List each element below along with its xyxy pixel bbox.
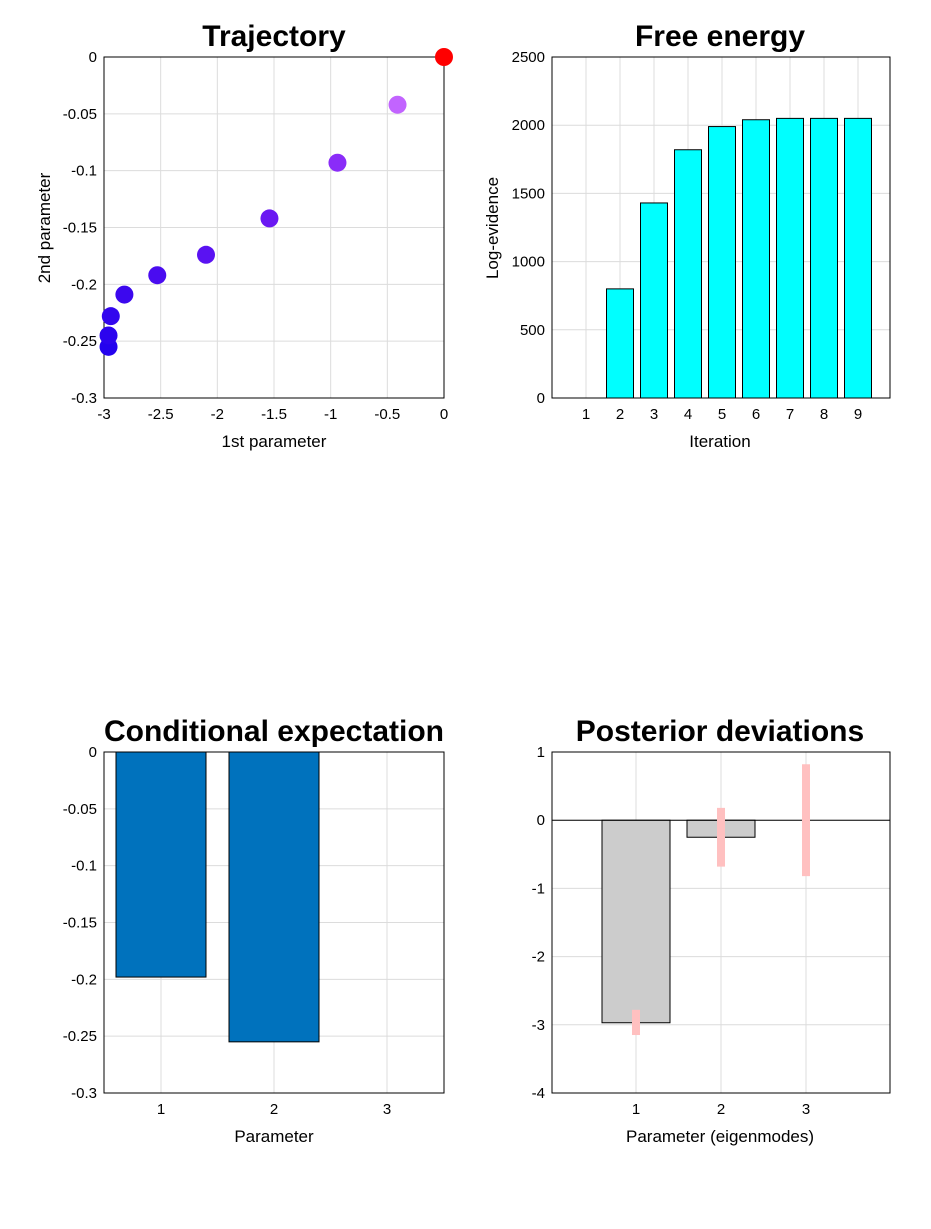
conditional-expectation-ytick-label: -0.05 [63, 801, 97, 818]
free-energy-bar [742, 119, 770, 399]
conditional-expectation-panel: Conditional expectation Parameter 1 2 3 -0.… [63, 715, 445, 1146]
trajectory-ytick-label: -0.1 [71, 163, 97, 180]
free-energy-xtick-label: 9 [854, 406, 862, 423]
trajectory-ytick-label: -0.05 [63, 106, 97, 123]
conditional-expectation-ytick-label: -0.25 [63, 1028, 97, 1045]
posterior-deviations-title: Posterior deviations [576, 715, 864, 748]
trajectory-point [388, 95, 407, 114]
posterior-deviations-ytick-label: -2 [532, 949, 545, 966]
posterior-deviations-xlabel: Parameter (eigenmodes) [626, 1127, 814, 1146]
free-energy-bar [674, 149, 702, 399]
trajectory-xtick-label: -2 [211, 406, 224, 423]
conditional-expectation-bar [228, 751, 320, 1043]
trajectory-xtick-label: -2.5 [148, 406, 174, 423]
conditional-expectation-xtick-label: 2 [270, 1101, 278, 1118]
free-energy-xtick-label: 8 [820, 406, 828, 423]
free-energy-ylabel: Log-evidence [483, 177, 502, 279]
free-energy-bar [844, 117, 872, 399]
trajectory-point [328, 153, 347, 172]
posterior-deviations-axes-frame [551, 751, 891, 1094]
free-energy-bar [776, 117, 804, 399]
conditional-expectation-ytick-label: -0.2 [71, 971, 97, 988]
free-energy-xtick-label: 1 [582, 406, 590, 423]
posterior-deviations-xtick-label: 3 [802, 1101, 810, 1118]
trajectory-panel: Trajectory 1st parameter 2nd parameter -… [35, 20, 453, 451]
free-energy-panel: Free energy Iteration Log-evidence 1 2 3 4 5… [483, 20, 891, 451]
free-energy-ytick-label: 500 [520, 322, 545, 339]
conditional-expectation-xtick-label: 1 [157, 1101, 165, 1118]
trajectory-xtick-label: -0.5 [374, 406, 400, 423]
posterior-deviations-panel: Posterior deviations Parameter (eigenmod… [532, 715, 891, 1146]
free-energy-title: Free energy [635, 20, 805, 53]
free-energy-xtick-label: 6 [752, 406, 760, 423]
free-energy-ytick-label: 0 [537, 390, 545, 407]
trajectory-title: Trajectory [202, 20, 346, 53]
posterior-deviations-ytick-label: -1 [532, 880, 545, 897]
free-energy-ytick-label: 1000 [512, 254, 545, 271]
trajectory-ytick-label: -0.25 [63, 333, 97, 350]
conditional-expectation-ytick-label: -0.3 [71, 1085, 97, 1102]
conditional-expectation-ytick-label: 0 [89, 744, 97, 761]
posterior-deviations-ytick-label: 1 [537, 744, 545, 761]
trajectory-xlabel: 1st parameter [222, 432, 327, 451]
free-energy-xtick-label: 4 [684, 406, 692, 423]
conditional-expectation-xlabel: Parameter [234, 1127, 314, 1146]
trajectory-point [99, 326, 118, 345]
free-energy-bar [708, 126, 736, 399]
trajectory-ytick-label: -0.3 [71, 390, 97, 407]
free-energy-xtick-label: 7 [786, 406, 794, 423]
free-energy-bar [606, 288, 634, 399]
free-energy-xtick-label: 2 [616, 406, 624, 423]
trajectory-point [148, 266, 167, 285]
conditional-expectation-xtick-label: 3 [383, 1101, 391, 1118]
posterior-deviations-xtick-label: 2 [717, 1101, 725, 1118]
posterior-deviations-ytick-label: 0 [537, 812, 545, 829]
trajectory-axes-frame [103, 56, 445, 399]
trajectory-point [197, 245, 215, 264]
free-energy-ytick-label: 2500 [512, 49, 545, 66]
free-energy-xtick-label: 3 [650, 406, 658, 423]
posterior-deviations-xtick-label: 1 [632, 1101, 640, 1118]
free-energy-bar [640, 202, 668, 399]
trajectory-ytick-label: -0.15 [63, 220, 97, 237]
free-energy-bar [810, 117, 838, 399]
free-energy-ytick-label: 1500 [512, 185, 545, 202]
conditional-expectation-axes-frame [103, 751, 445, 1094]
trajectory-ytick-label: -0.2 [71, 276, 97, 293]
conditional-expectation-bar [115, 751, 207, 978]
trajectory-ylabel: 2nd parameter [35, 172, 54, 283]
posterior-deviations-ytick-label: -3 [532, 1017, 545, 1034]
conditional-expectation-title: Conditional expectation [104, 715, 444, 748]
trajectory-xtick-label: 0 [440, 406, 448, 423]
free-energy-xlabel: Iteration [689, 432, 750, 451]
posterior-deviations-ytick-label: -4 [532, 1085, 545, 1102]
trajectory-ytick-label: 0 [89, 49, 97, 66]
conditional-expectation-ytick-label: -0.1 [71, 858, 97, 875]
trajectory-point [115, 285, 134, 304]
trajectory-point [101, 307, 120, 326]
conditional-expectation-ytick-label: -0.15 [63, 915, 97, 932]
trajectory-point [260, 209, 279, 228]
trajectory-point [435, 48, 453, 66]
trajectory-xtick-label: -1 [324, 406, 337, 423]
free-energy-axes-frame [551, 56, 891, 399]
trajectory-xtick-label: -3 [97, 406, 110, 423]
trajectory-xtick-label: -1.5 [261, 406, 287, 423]
posterior-deviations-bar [601, 819, 671, 1024]
free-energy-xtick-label: 5 [718, 406, 726, 423]
free-energy-ytick-label: 2000 [512, 117, 545, 134]
